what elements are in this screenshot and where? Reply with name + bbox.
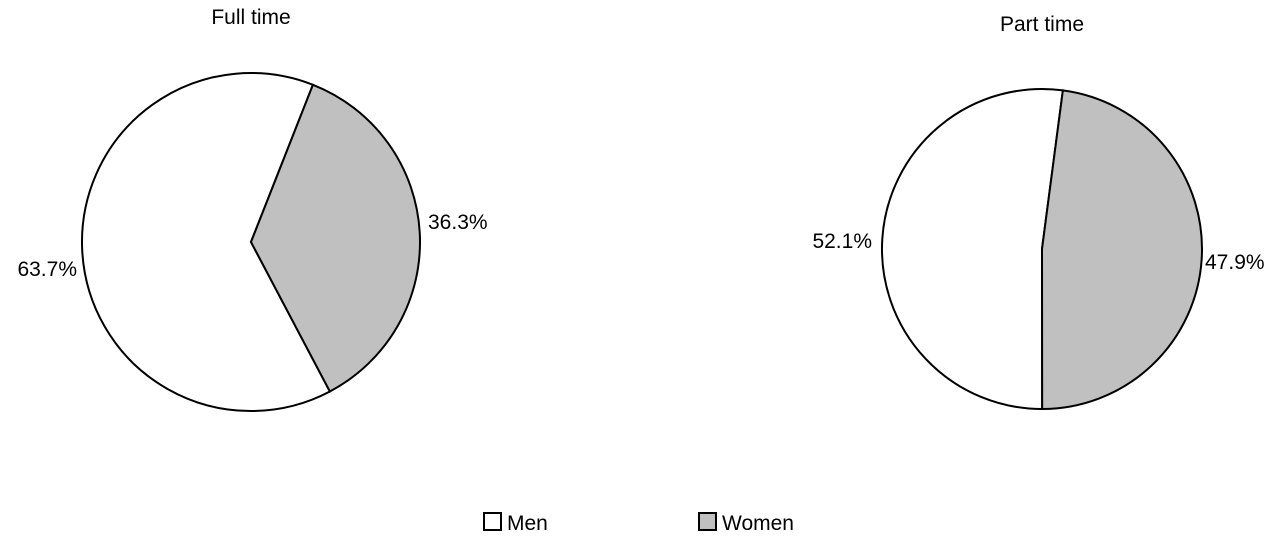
legend-label-women: Women bbox=[722, 512, 794, 535]
pie-full-time: Full time 36.3% 63.7% bbox=[17, 6, 488, 412]
legend-label-men: Men bbox=[507, 512, 548, 535]
legend-swatch-men bbox=[483, 512, 502, 531]
slice-full-time-women bbox=[249, 83, 421, 393]
data-label-full-time-women: 36.3% bbox=[428, 211, 488, 234]
slice-part-time-women bbox=[1040, 89, 1203, 411]
legend-swatch-women bbox=[698, 512, 717, 531]
slice-part-time-men bbox=[880, 88, 1065, 411]
slice-full-time-men bbox=[81, 72, 332, 412]
pie-title-part-time: Part time bbox=[1000, 13, 1084, 36]
data-label-part-time-women: 47.9% bbox=[1205, 251, 1265, 274]
pie-part-time: Part time 52.1% 47.9% bbox=[812, 13, 1265, 411]
data-label-full-time-men: 63.7% bbox=[17, 258, 77, 281]
legend: Men Women bbox=[483, 512, 794, 535]
data-label-part-time-men: 52.1% bbox=[812, 230, 872, 253]
pie-title-full-time: Full time bbox=[211, 6, 290, 29]
